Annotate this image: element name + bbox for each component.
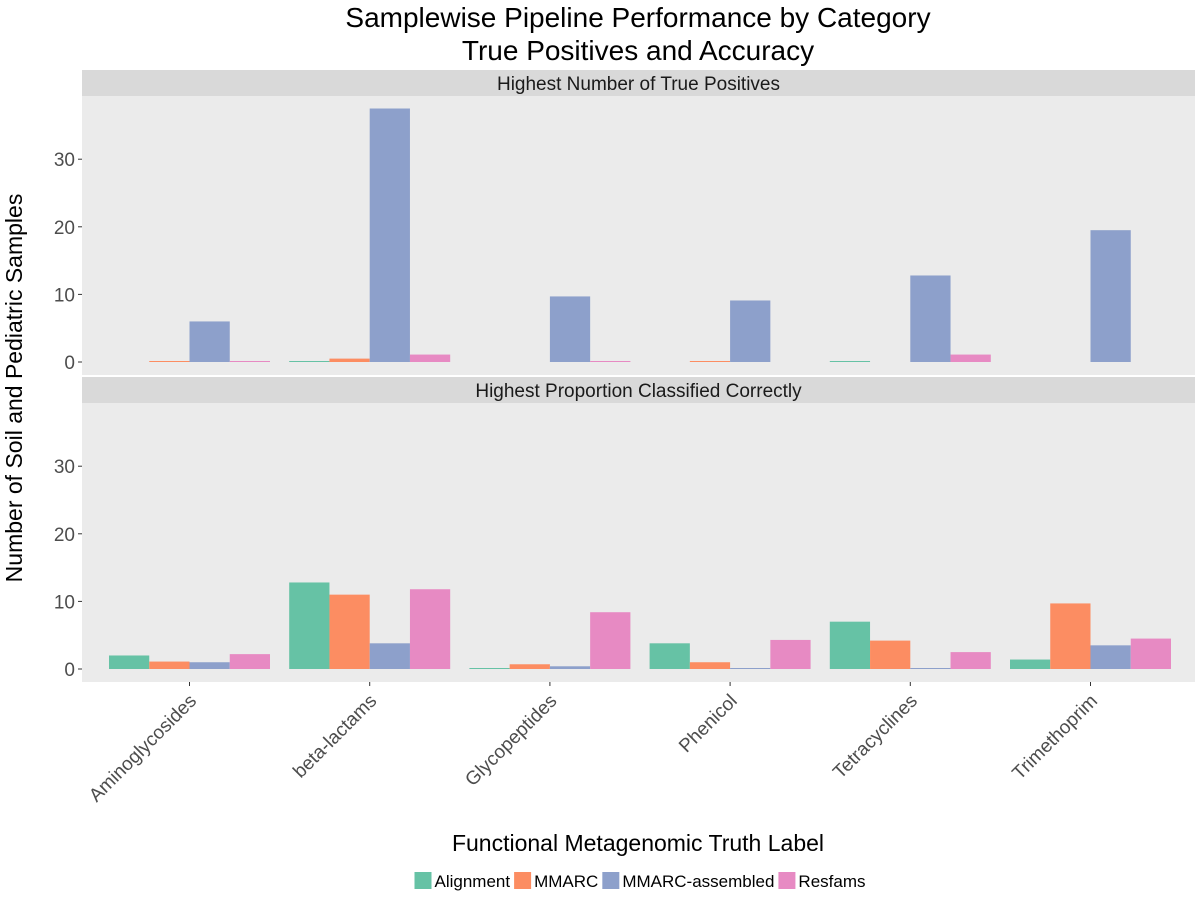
x-tick-label: Trimethoprim <box>1009 691 1102 784</box>
y-tick-label: 0 <box>64 353 75 374</box>
bar-resfams-phenicol <box>770 639 811 669</box>
legend-key <box>514 872 532 889</box>
bar-mmarc-assembled-phenicol <box>730 668 771 669</box>
legend-key <box>778 872 796 889</box>
legend-item-mmarc-assembled: MMARC-assembled <box>602 872 774 891</box>
x-axis-title: Functional Metagenomic Truth Label <box>452 830 824 856</box>
bar-mmarc-assembled-aminoglycosides <box>189 321 230 362</box>
legend-item-mmarc: MMARC <box>514 872 598 891</box>
panel-strip <box>82 377 1195 403</box>
bar-mmarc-assembled-glycopeptides <box>549 666 591 669</box>
x-tick-label: beta-lactams <box>289 691 381 783</box>
bar-resfams-tetracyclines <box>950 354 991 362</box>
bar-alignment-glycopeptides <box>469 668 510 669</box>
bar-mmarc-phenicol <box>689 361 731 362</box>
bar-alignment-tetracyclines <box>829 361 871 362</box>
panel-strip <box>82 70 1195 96</box>
y-tick-label: 30 <box>54 150 75 171</box>
bar-mmarc-assembled-tetracyclines <box>910 275 951 362</box>
bar-resfams-glycopeptides <box>590 612 631 669</box>
bar-alignment-beta-lactams <box>289 582 330 669</box>
legend: Alignment MMARC MMARC-assembled Resfams <box>414 872 866 891</box>
legend-item-alignment: Alignment <box>414 872 511 891</box>
legend-label: Resfams <box>798 872 865 891</box>
bar-mmarc-beta-lactams <box>329 594 370 669</box>
bar-alignment-phenicol <box>649 643 690 669</box>
bar-mmarc-assembled-glycopeptides <box>549 296 591 362</box>
bar-mmarc-beta-lactams <box>329 358 370 362</box>
bar-resfams-beta-lactams <box>409 354 451 362</box>
bar-alignment-aminoglycosides <box>109 655 150 669</box>
y-tick-label: 30 <box>54 457 75 478</box>
bar-mmarc-assembled-beta-lactams <box>369 643 410 669</box>
panels: Highest Number of True Positives0102030H… <box>54 70 1195 682</box>
y-tick-label: 20 <box>54 218 75 239</box>
legend-item-resfams: Resfams <box>778 872 866 891</box>
bar-mmarc-assembled-trimethoprim <box>1090 230 1131 362</box>
legend-label: MMARC-assembled <box>622 872 774 891</box>
bar-resfams-tetracyclines <box>950 652 991 669</box>
bar-mmarc-assembled-aminoglycosides <box>189 662 230 669</box>
legend-label: MMARC <box>534 872 598 891</box>
x-axis: Aminoglycosides beta-lactams Glycopeptides… <box>85 682 1102 806</box>
y-tick-label: 0 <box>64 660 75 681</box>
bar-mmarc-aminoglycosides <box>149 361 190 362</box>
bar-mmarc-aminoglycosides <box>149 661 190 669</box>
chart-title: Samplewise Pipeline Performance by Categ… <box>345 2 930 33</box>
y-axis-title: Number of Soil and Pediatric Samples <box>1 194 27 583</box>
x-tick-label: Phenicol <box>675 691 741 757</box>
bar-mmarc-assembled-trimethoprim <box>1090 645 1131 669</box>
bar-resfams-aminoglycosides <box>229 361 270 362</box>
bar-mmarc-assembled-tetracyclines <box>910 668 951 669</box>
panel-background <box>82 403 1195 682</box>
legend-key <box>602 872 620 889</box>
bar-alignment-trimethoprim <box>1010 659 1051 669</box>
bar-resfams-trimethoprim <box>1130 638 1171 669</box>
legend-key <box>414 872 432 889</box>
bar-resfams-beta-lactams <box>409 589 451 669</box>
x-tick-label: Tetracyclines <box>829 691 922 784</box>
panel-strip-label: Highest Proportion Classified Correctly <box>475 381 802 402</box>
bar-mmarc-glycopeptides <box>509 664 550 669</box>
panel-2: Highest Proportion Classified Correctly 0… <box>54 377 1195 682</box>
y-tick-label: 10 <box>54 285 75 306</box>
bar-mmarc-phenicol <box>689 662 731 669</box>
panel-background <box>82 96 1195 375</box>
x-tick-label: Aminoglycosides <box>85 691 201 807</box>
bar-resfams-glycopeptides <box>590 361 631 362</box>
y-tick-label: 20 <box>54 525 75 546</box>
bar-resfams-aminoglycosides <box>229 654 270 669</box>
panel-1: Highest Number of True Positives 0 10 20 30 <box>54 70 1195 375</box>
bar-alignment-tetracyclines <box>829 621 871 669</box>
legend-label: Alignment <box>435 872 511 891</box>
bar-mmarc-tetracyclines <box>870 640 911 669</box>
y-tick-label: 10 <box>54 592 75 613</box>
x-tick-label: Glycopeptides <box>461 691 561 791</box>
bar-mmarc-trimethoprim <box>1050 603 1091 669</box>
chart-subtitle: True Positives and Accuracy <box>462 35 814 66</box>
bar-alignment-beta-lactams <box>289 361 330 362</box>
bar-mmarc-assembled-beta-lactams <box>369 108 410 362</box>
panel-strip-label: Highest Number of True Positives <box>497 74 780 95</box>
bar-mmarc-assembled-phenicol <box>730 300 771 362</box>
